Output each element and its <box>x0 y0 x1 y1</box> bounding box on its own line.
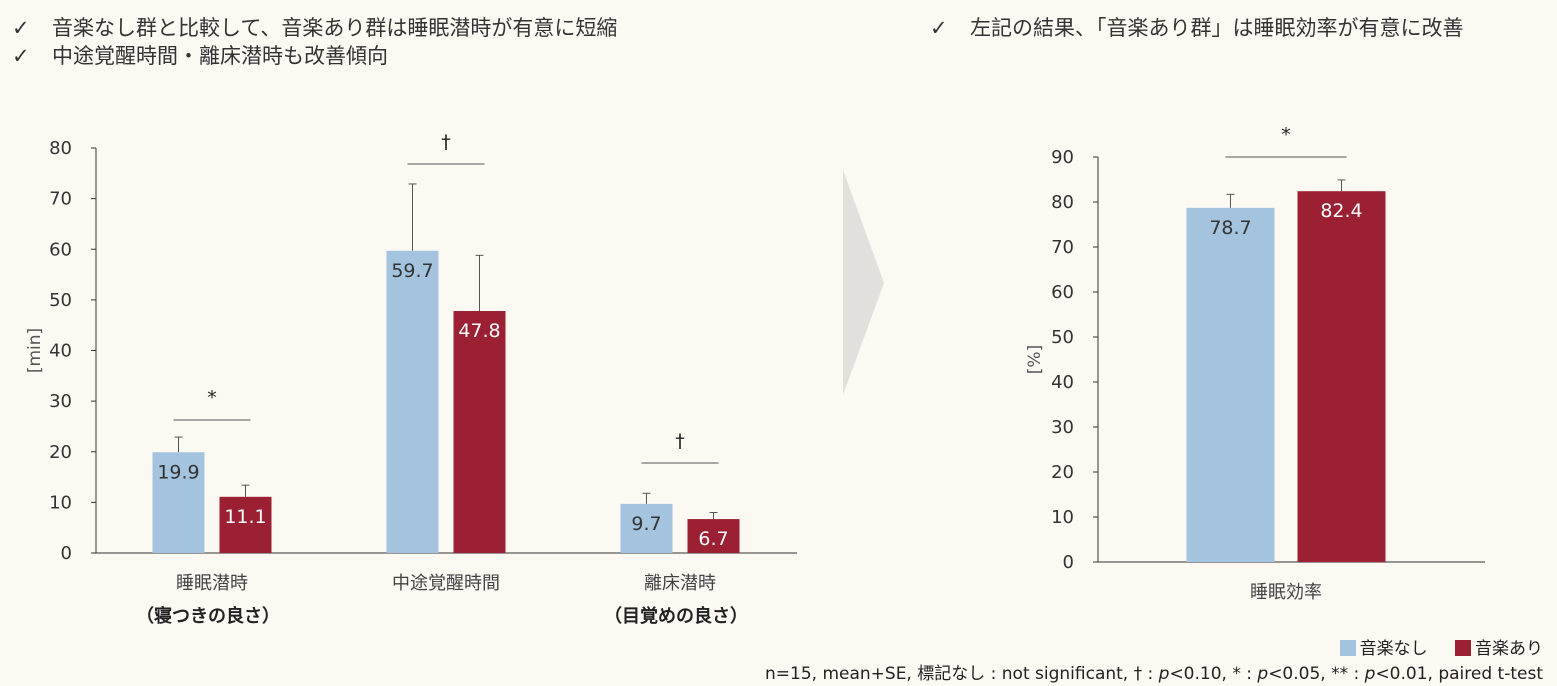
y-tick-label: 40 <box>49 341 72 362</box>
x-category-label: 睡眠効率 <box>1250 582 1322 603</box>
y-axis-label: [min] <box>25 328 45 373</box>
bar-music <box>1297 191 1386 562</box>
y-tick-label: 0 <box>1063 552 1074 573</box>
legend-swatch <box>1339 640 1356 656</box>
bar-music <box>219 496 272 553</box>
y-tick-label: 20 <box>49 442 72 463</box>
footnote-text: <0.01, paired t-test <box>1375 664 1543 684</box>
data-label: 78.7 <box>1209 217 1251 239</box>
data-label: 47.8 <box>458 320 500 342</box>
bullet-item: ✓ 左記の結果、「音楽あり群」は睡眠効率が有意に改善 <box>930 14 1464 42</box>
data-label: 82.4 <box>1320 200 1362 222</box>
significance-marker: † <box>675 430 685 452</box>
left-bullet-list: ✓ 音楽なし群と比較して、音楽あり群は睡眠潜時が有意に短縮 ✓ 中途覚醒時間・離床潜… <box>12 14 617 70</box>
x-category-label: 離床潜時 <box>644 573 716 594</box>
footnote-p: p <box>1158 664 1170 684</box>
footnote-p: p <box>1364 664 1376 684</box>
legend-item-no-music: 音楽なし <box>1339 634 1428 659</box>
bullet-item: ✓ 中途覚醒時間・離床潜時も改善傾向 <box>12 42 617 70</box>
bullet-text: 左記の結果、「音楽あり群」は睡眠効率が有意に改善 <box>970 16 1464 40</box>
y-tick-label: 30 <box>49 391 72 412</box>
x-category-label: 睡眠潜時 <box>176 573 248 594</box>
arrow-right-icon <box>843 170 884 395</box>
legend-swatch <box>1455 640 1471 656</box>
y-tick-label: 80 <box>1051 192 1074 213</box>
legend: 音楽なし 音楽あり <box>1318 634 1543 659</box>
y-tick-label: 60 <box>49 239 72 260</box>
significance-marker: † <box>441 131 451 153</box>
y-tick-label: 30 <box>1051 417 1074 438</box>
footnote-text: <0.05, ** : <box>1268 664 1365 684</box>
footnote-text: <0.10, * : <box>1169 664 1258 684</box>
x-category-sublabel: （寝つきの良さ） <box>136 605 280 627</box>
right-bullet-list: ✓ 左記の結果、「音楽あり群」は睡眠効率が有意に改善 <box>930 14 1464 42</box>
y-tick-label: 70 <box>49 189 72 210</box>
y-tick-label: 50 <box>1051 327 1074 348</box>
bar-no_music <box>386 250 439 554</box>
y-tick-label: 10 <box>1051 507 1074 528</box>
y-tick-label: 20 <box>1051 462 1074 483</box>
bar-no_music <box>620 503 673 553</box>
y-tick-label: 10 <box>49 492 72 513</box>
bar-music <box>687 519 740 553</box>
legend-label: 音楽なし <box>1359 639 1428 659</box>
data-label: 59.7 <box>391 260 433 282</box>
data-label: 11.1 <box>224 506 266 528</box>
legend-item-music: 音楽あり <box>1455 634 1543 659</box>
footnote-text: n=15, mean+SE, 標記なし : not significant, †… <box>764 664 1159 684</box>
data-label: 6.7 <box>698 528 728 550</box>
significance-marker: * <box>1281 124 1291 146</box>
y-tick-label: 60 <box>1051 282 1074 303</box>
y-tick-label: 80 <box>49 138 72 159</box>
y-tick-label: 90 <box>1051 147 1074 168</box>
y-tick-label: 0 <box>61 543 72 564</box>
x-category-sublabel: （目覚めの良さ） <box>604 605 748 627</box>
bullet-item: ✓ 音楽なし群と比較して、音楽あり群は睡眠潜時が有意に短縮 <box>12 14 617 42</box>
legend-label: 音楽あり <box>1475 639 1543 659</box>
bar-no_music <box>152 452 205 553</box>
data-label: 19.9 <box>157 461 199 483</box>
y-tick-label: 70 <box>1051 237 1074 258</box>
significance-marker: * <box>207 387 217 409</box>
check-icon: ✓ <box>12 44 30 68</box>
footnote: n=15, mean+SE, 標記なし : not significant, †… <box>765 659 1543 684</box>
data-label: 9.7 <box>631 513 661 535</box>
check-icon: ✓ <box>12 16 30 40</box>
y-axis-label: [%] <box>1025 345 1045 374</box>
bar-music <box>453 311 506 553</box>
y-tick-label: 50 <box>49 290 72 311</box>
footnote-p: p <box>1257 664 1269 684</box>
bullet-text: 音楽なし群と比較して、音楽あり群は睡眠潜時が有意に短縮 <box>52 16 618 40</box>
y-tick-label: 40 <box>1051 372 1074 393</box>
x-category-label: 中途覚醒時間 <box>392 573 500 594</box>
check-icon: ✓ <box>930 16 948 40</box>
bullet-text: 中途覚醒時間・離床潜時も改善傾向 <box>52 44 388 68</box>
bar-no_music <box>1186 207 1275 562</box>
